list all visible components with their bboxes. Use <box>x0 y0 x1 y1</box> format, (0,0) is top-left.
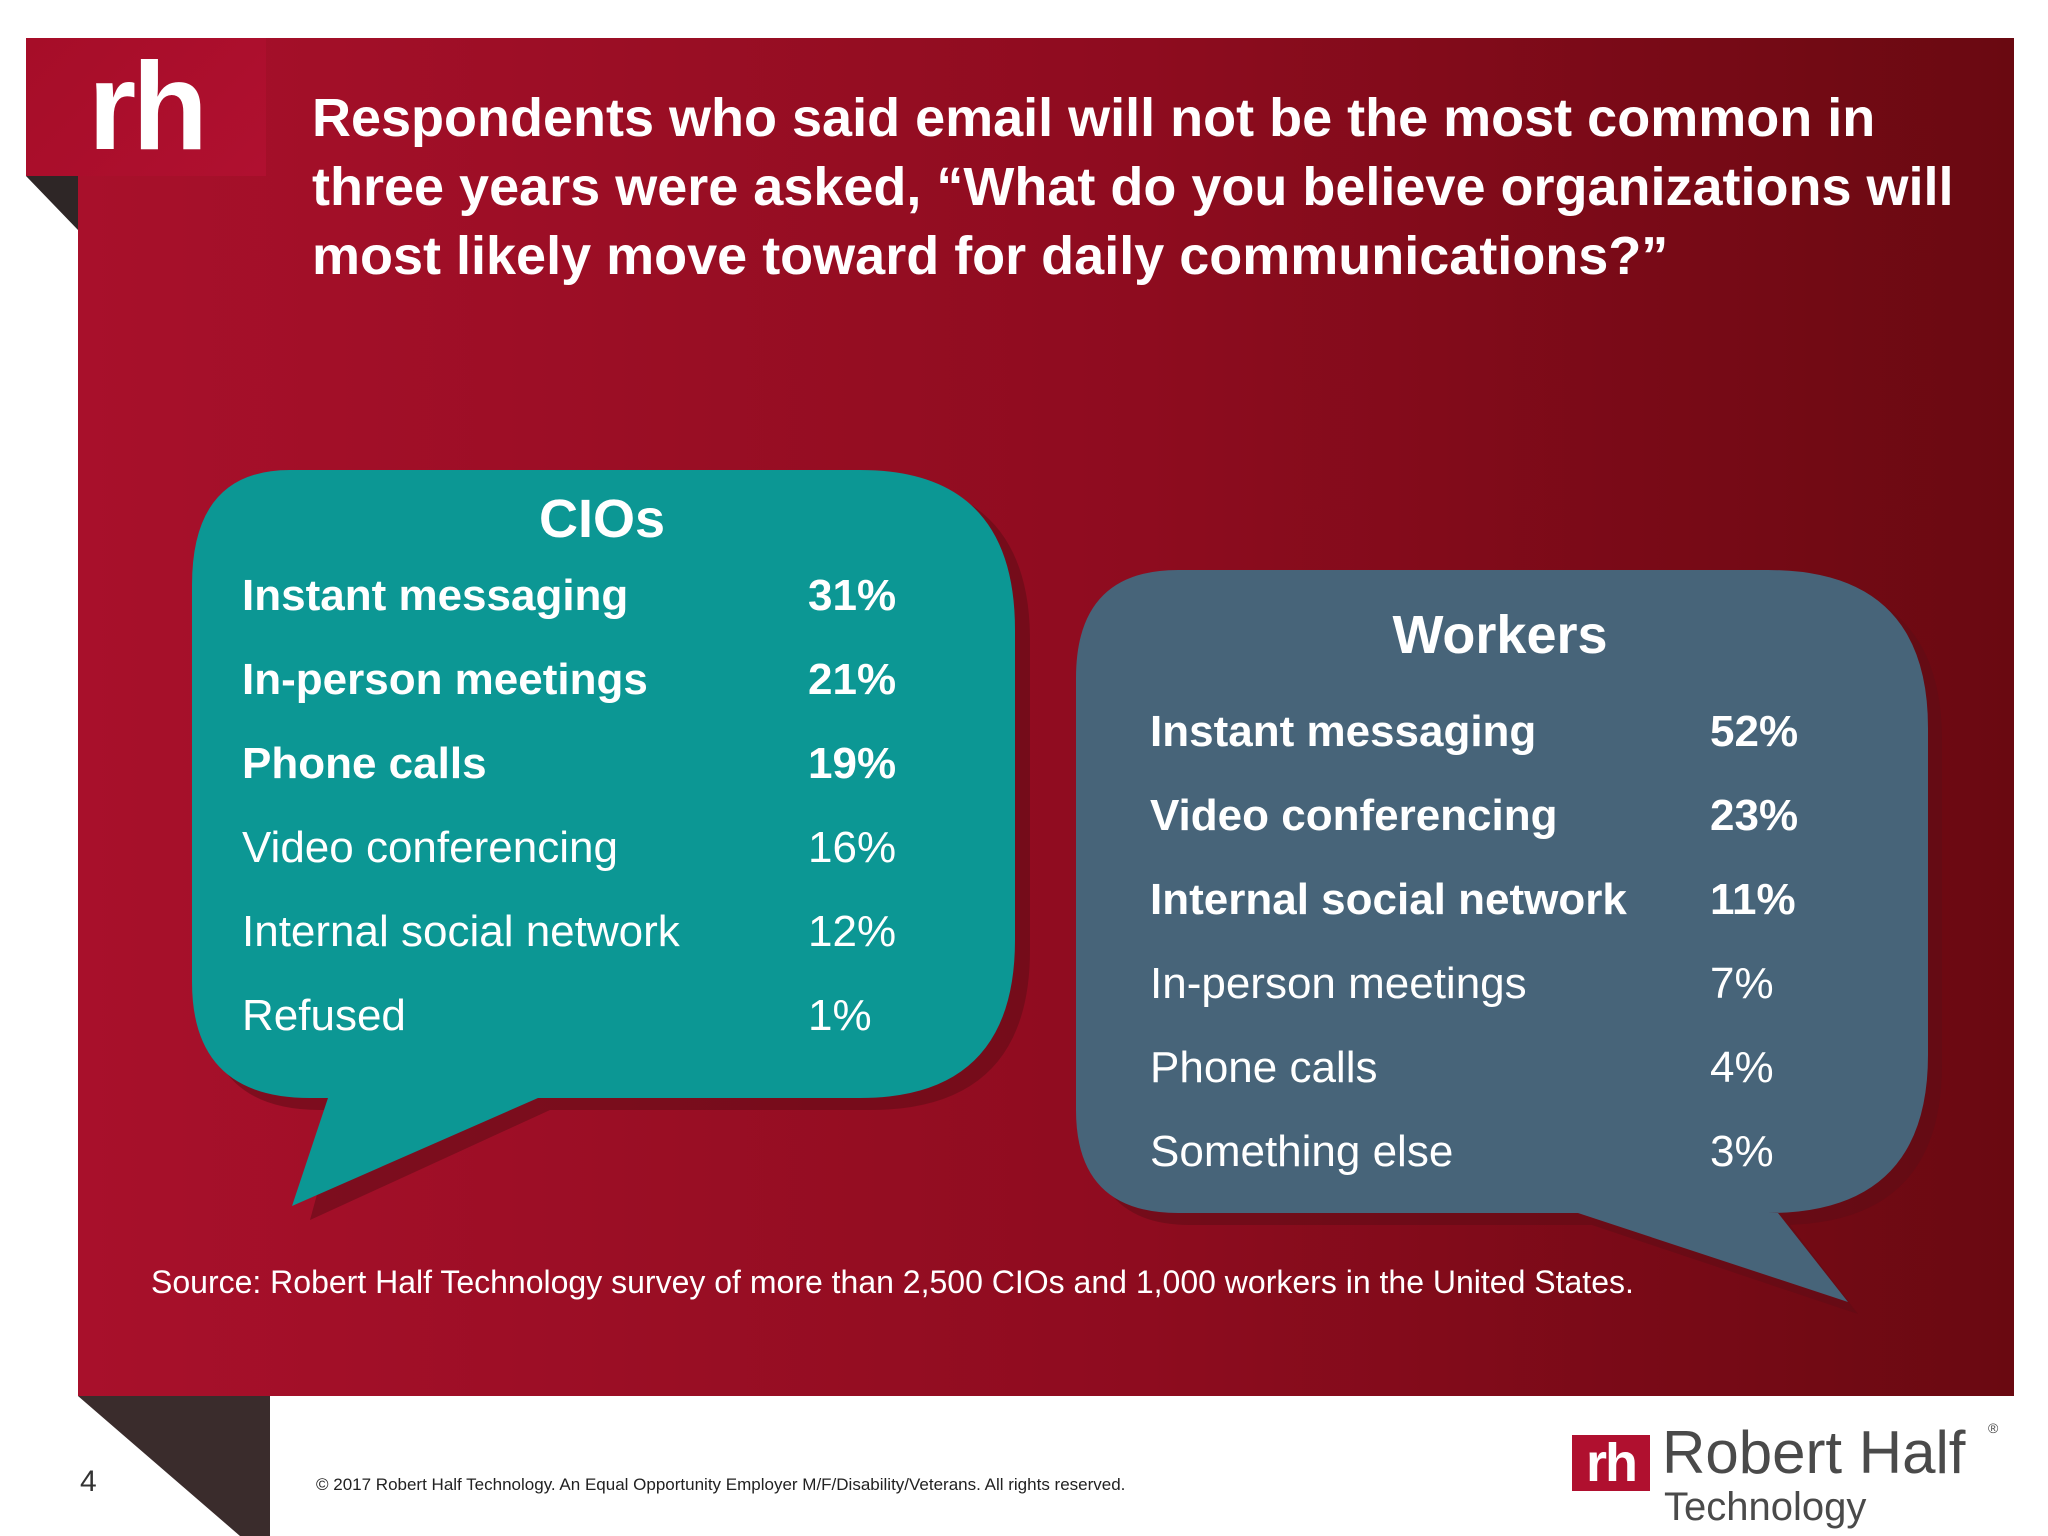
cio-bubble <box>192 470 1015 1206</box>
result-label: Phone calls <box>1150 1043 1378 1092</box>
result-row: Instant messaging 52% <box>1150 690 1890 774</box>
result-row: Phone calls 19% <box>242 722 962 806</box>
cio-results-list: Instant messaging 31% In-person meetings 21… <box>242 554 962 1058</box>
rh-logo: rh <box>88 38 208 176</box>
result-row: Video conferencing 16% <box>242 806 962 890</box>
technology-wordmark: Technology <box>1664 1485 1867 1529</box>
result-percent: 19% <box>808 739 897 788</box>
robert-half-logo-mark: rh <box>1572 1435 1650 1491</box>
result-label: Internal social network <box>242 907 680 956</box>
source-note: Source: Robert Half Technology survey of… <box>151 1264 1634 1300</box>
result-label: Instant messaging <box>1150 707 1537 756</box>
result-row: In-person meetings 21% <box>242 638 962 722</box>
result-percent: 11% <box>1710 875 1796 924</box>
result-label: In-person meetings <box>1150 959 1527 1008</box>
result-percent: 1% <box>808 991 872 1040</box>
result-label: Video conferencing <box>1150 791 1558 840</box>
result-percent: 52% <box>1710 707 1799 756</box>
result-percent: 7% <box>1710 959 1774 1008</box>
result-percent: 31% <box>808 571 897 620</box>
result-row: In-person meetings 7% <box>1150 942 1890 1026</box>
copyright-notice: © 2017 Robert Half Technology. An Equal … <box>316 1475 1126 1494</box>
result-percent: 4% <box>1710 1043 1774 1092</box>
result-row: Internal social network 11% <box>1150 858 1890 942</box>
result-label: In-person meetings <box>242 655 648 704</box>
cio-panel-title: CIOs <box>538 489 666 549</box>
result-label: Something else <box>1150 1127 1454 1176</box>
result-label: Video conferencing <box>242 823 618 872</box>
result-label: Internal social network <box>1150 875 1627 924</box>
result-row: Internal social network 12% <box>242 890 962 974</box>
result-percent: 16% <box>808 823 897 872</box>
workers-results-list: Instant messaging 52% Video conferencing 23… <box>1150 690 1890 1194</box>
registered-mark: ® <box>1988 1420 1999 1436</box>
top-left-corner-fold <box>26 176 78 230</box>
result-percent: 12% <box>808 907 897 956</box>
page-number: 4 <box>80 1465 97 1498</box>
result-row: Something else 3% <box>1150 1110 1890 1194</box>
survey-question: Respondents who said email will not be t… <box>312 88 1954 286</box>
result-row: Refused 1% <box>242 974 962 1058</box>
result-row: Instant messaging 31% <box>242 554 962 638</box>
result-row: Phone calls 4% <box>1150 1026 1890 1110</box>
rh-logo-box <box>26 38 266 176</box>
workers-panel-title: Workers <box>1392 605 1608 665</box>
result-row: Video conferencing 23% <box>1150 774 1890 858</box>
result-percent: 23% <box>1710 791 1799 840</box>
result-label: Phone calls <box>242 739 487 788</box>
bottom-left-corner-fold <box>78 1396 270 1536</box>
result-percent: 3% <box>1710 1127 1774 1176</box>
result-label: Instant messaging <box>242 571 629 620</box>
result-label: Refused <box>242 991 406 1040</box>
workers-bubble <box>1076 570 1928 1302</box>
result-percent: 21% <box>808 655 897 704</box>
robert-half-wordmark: Robert Half <box>1662 1419 1966 1486</box>
